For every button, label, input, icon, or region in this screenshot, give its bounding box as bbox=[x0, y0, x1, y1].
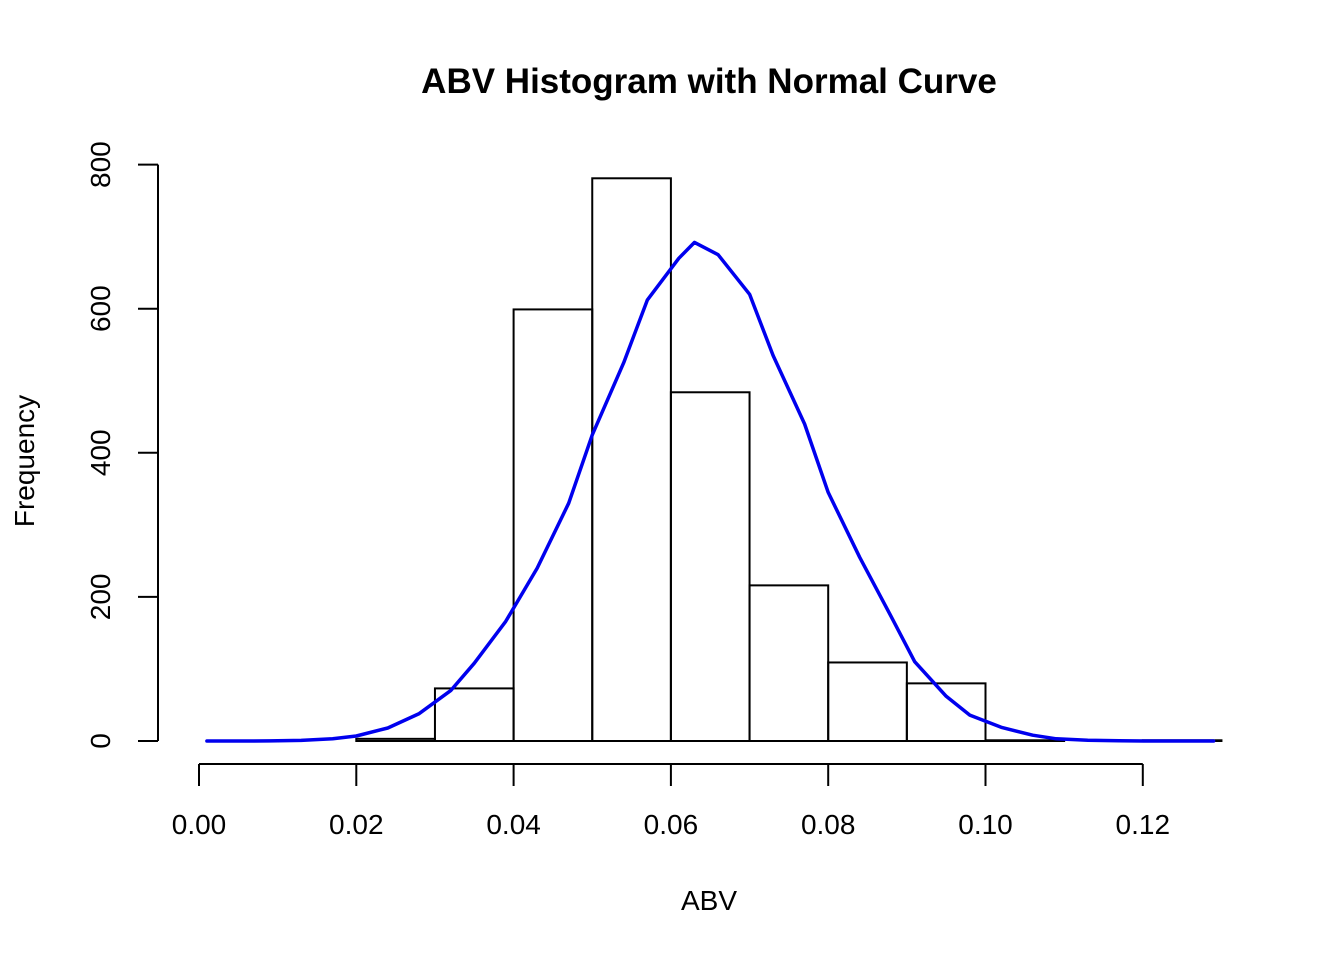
y-tick-label: 200 bbox=[85, 574, 116, 621]
histogram-bar bbox=[669, 391, 751, 742]
histogram-bars bbox=[355, 177, 1223, 743]
y-tick-label: 600 bbox=[85, 285, 116, 332]
x-tick-label: 0.10 bbox=[958, 809, 1013, 840]
y-tick-label: 800 bbox=[85, 141, 116, 188]
normal-curve-line bbox=[205, 240, 1216, 743]
x-tick-label: 0.00 bbox=[172, 809, 227, 840]
chart-title: ABV Histogram with Normal Curve bbox=[421, 62, 997, 101]
x-tick-label: 0.04 bbox=[486, 809, 541, 840]
y-tick-label: 400 bbox=[85, 429, 116, 476]
x-tick-label: 0.12 bbox=[1116, 809, 1171, 840]
y-axis-label: Frequency bbox=[9, 395, 40, 527]
x-tick-label: 0.08 bbox=[801, 809, 856, 840]
x-axis: 0.00 0.02 0.04 0.06 0.08 0.10 0.12 bbox=[172, 763, 1171, 840]
normal-curve bbox=[205, 240, 1216, 743]
x-tick-label: 0.02 bbox=[329, 809, 384, 840]
y-tick-label: 0 bbox=[85, 733, 116, 749]
histogram-bar bbox=[905, 682, 987, 742]
y-axis: 0 200 400 600 800 bbox=[85, 141, 159, 749]
x-tick-label: 0.06 bbox=[644, 809, 699, 840]
x-axis-label: ABV bbox=[681, 885, 737, 916]
histogram-bar bbox=[984, 739, 1066, 742]
